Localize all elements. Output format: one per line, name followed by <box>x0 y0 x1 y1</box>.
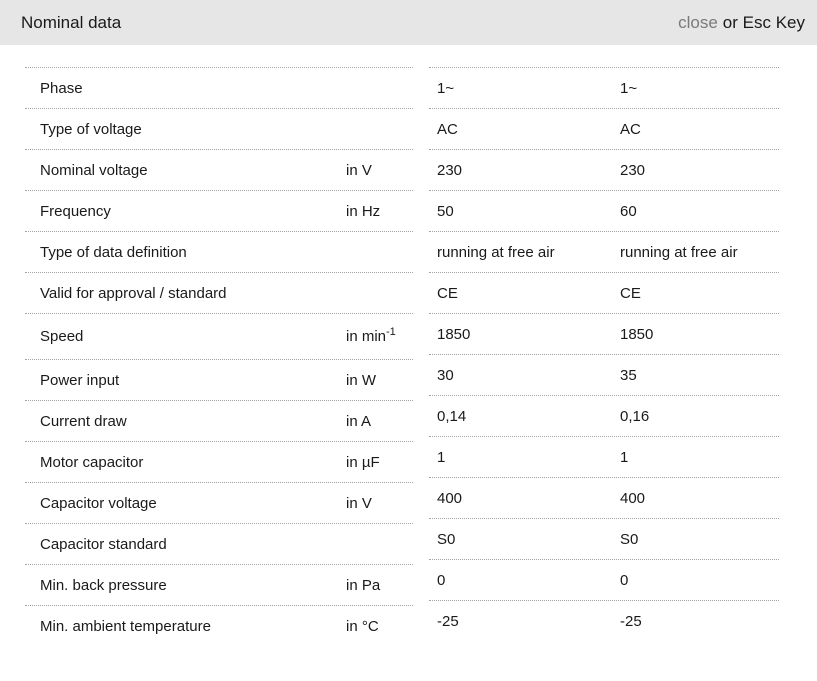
value-col1: 1 <box>437 448 446 466</box>
value-col1: 0 <box>437 571 446 589</box>
table-row: Current draw in A <box>25 401 413 442</box>
table-row-values: 0,14 0,16 <box>429 396 779 437</box>
row-label: Min. ambient temperature <box>40 617 211 635</box>
value-col1: 30 <box>437 366 454 384</box>
value-col2: 35 <box>620 366 637 384</box>
dialog-header: Nominal data close or Esc Key <box>0 0 817 45</box>
row-unit: in W <box>346 371 376 389</box>
table-row-values: 50 60 <box>429 191 779 232</box>
labels-units-table: Phase Type of voltage Nominal voltage in… <box>25 67 413 646</box>
row-label: Speed <box>40 328 84 345</box>
value-col2: -25 <box>620 612 642 630</box>
values-table: 1~ 1~ AC AC 230 230 50 60 running at fre… <box>429 67 779 641</box>
value-col1: running at free air <box>437 243 555 261</box>
row-label: Current draw <box>40 412 127 430</box>
value-col2: 0 <box>620 571 629 589</box>
table-row: Min. back pressure in Pa <box>25 565 413 606</box>
row-unit: in Hz <box>346 202 381 220</box>
row-unit: in V <box>346 494 372 512</box>
row-unit: in Pa <box>346 576 381 594</box>
row-label: Type of voltage <box>40 120 142 138</box>
dialog-title: Nominal data <box>21 12 122 32</box>
table-row-values: 0 0 <box>429 560 779 601</box>
table-row-values: AC AC <box>429 109 779 150</box>
table-row-values: running at free air running at free air <box>429 232 779 273</box>
value-col1: -25 <box>437 612 459 630</box>
value-col2: 230 <box>620 161 646 179</box>
table-row: Valid for approval / standard <box>25 273 413 314</box>
value-col2: 400 <box>620 489 646 507</box>
table-row-values: 1 1 <box>429 437 779 478</box>
table-row: Frequency in Hz <box>25 191 413 232</box>
table-row-values: 30 35 <box>429 355 779 396</box>
table-row: Type of voltage <box>25 109 413 150</box>
table-row: Phase <box>25 68 413 109</box>
value-col1: 1850 <box>437 325 471 343</box>
table-row: Nominal voltage in V <box>25 150 413 191</box>
value-col2: 0,16 <box>620 407 650 425</box>
value-col2: 1~ <box>620 79 638 97</box>
close-button[interactable]: close <box>678 12 718 32</box>
value-col1: 230 <box>437 161 463 179</box>
value-col2: 60 <box>620 202 637 220</box>
value-col2: S0 <box>620 530 639 548</box>
value-col2: 1850 <box>620 325 654 343</box>
value-col1: 0,14 <box>437 407 467 425</box>
row-label: Phase <box>40 79 83 97</box>
row-label: Capacitor standard <box>40 535 167 553</box>
row-unit: in °C <box>346 617 379 635</box>
esc-key-hint: or Esc Key <box>722 12 805 32</box>
table-row: Type of data definition <box>25 232 413 273</box>
table-row: Capacitor standard <box>25 524 413 565</box>
value-col2: running at free air <box>620 243 738 261</box>
row-unit: in µF <box>346 453 380 471</box>
nominal-data-table: Phase Type of voltage Nominal voltage in… <box>25 67 817 646</box>
value-col1: CE <box>437 284 458 302</box>
row-unit: in A <box>346 412 372 430</box>
row-label: Power input <box>40 371 120 389</box>
row-label: Type of data definition <box>40 243 187 261</box>
table-row-values: 1850 1850 <box>429 314 779 355</box>
value-col1: 50 <box>437 202 454 220</box>
row-label: Capacitor voltage <box>40 494 157 512</box>
row-label: Motor capacitor <box>40 453 144 471</box>
value-col1: 1~ <box>437 79 455 97</box>
value-col2: CE <box>620 284 641 302</box>
table-row-values: S0 S0 <box>429 519 779 560</box>
table-row: Min. ambient temperature in °C <box>25 606 413 646</box>
table-row: Power input in W <box>25 360 413 401</box>
table-row-values: -25 -25 <box>429 601 779 641</box>
value-col1: AC <box>437 120 458 138</box>
table-row-values: 1~ 1~ <box>429 68 779 109</box>
row-unit: in V <box>346 161 372 179</box>
row-label: Valid for approval / standard <box>40 284 227 302</box>
table-row-values: 230 230 <box>429 150 779 191</box>
table-row: Capacitor voltage in V <box>25 483 413 524</box>
row-unit: in min-1 <box>346 326 396 346</box>
value-col2: 1 <box>620 448 629 466</box>
table-row: Speed in min-1 <box>25 314 413 360</box>
table-row-values: 400 400 <box>429 478 779 519</box>
value-col1: S0 <box>437 530 456 548</box>
dialog-close-area: close or Esc Key <box>678 13 805 33</box>
value-col2: AC <box>620 120 641 138</box>
table-row-values: CE CE <box>429 273 779 314</box>
row-label: Frequency <box>40 202 111 220</box>
value-col1: 400 <box>437 489 463 507</box>
table-row: Motor capacitor in µF <box>25 442 413 483</box>
row-label: Min. back pressure <box>40 576 167 594</box>
row-label: Nominal voltage <box>40 161 148 179</box>
